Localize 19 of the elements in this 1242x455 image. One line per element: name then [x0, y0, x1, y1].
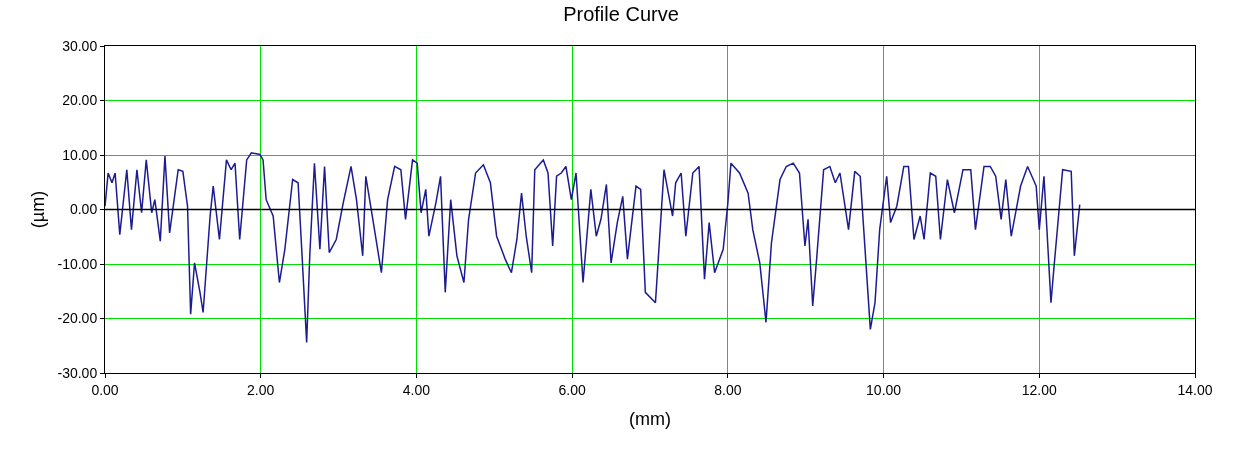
x-tick-label: 4.00 [402, 381, 431, 398]
x-tick-label: 6.00 [558, 381, 586, 398]
y-tick-label: 10.00 [62, 146, 98, 163]
x-axis-title: (mm) [629, 408, 671, 429]
x-tick-label: 0.00 [91, 381, 119, 398]
x-tick-label: 12.00 [1021, 381, 1058, 398]
x-tick-label: 2.00 [247, 381, 275, 398]
y-tick-label: 0.00 [69, 201, 98, 218]
y-tick-label: 20.00 [62, 92, 98, 109]
chart-title: Profile Curve [563, 2, 679, 25]
x-tick-label: 8.00 [714, 381, 742, 398]
y-tick-label: -30.00 [57, 364, 98, 381]
line-series [105, 152, 1081, 344]
y-tick-label: -10.00 [57, 255, 98, 272]
y-axis-title: (µm) [27, 190, 48, 229]
x-tick-label: 10.00 [866, 381, 902, 398]
y-tick-label: -20.00 [57, 310, 98, 327]
y-tick-label: 30.00 [62, 37, 98, 54]
x-tick-label: 14.00 [1177, 381, 1213, 398]
